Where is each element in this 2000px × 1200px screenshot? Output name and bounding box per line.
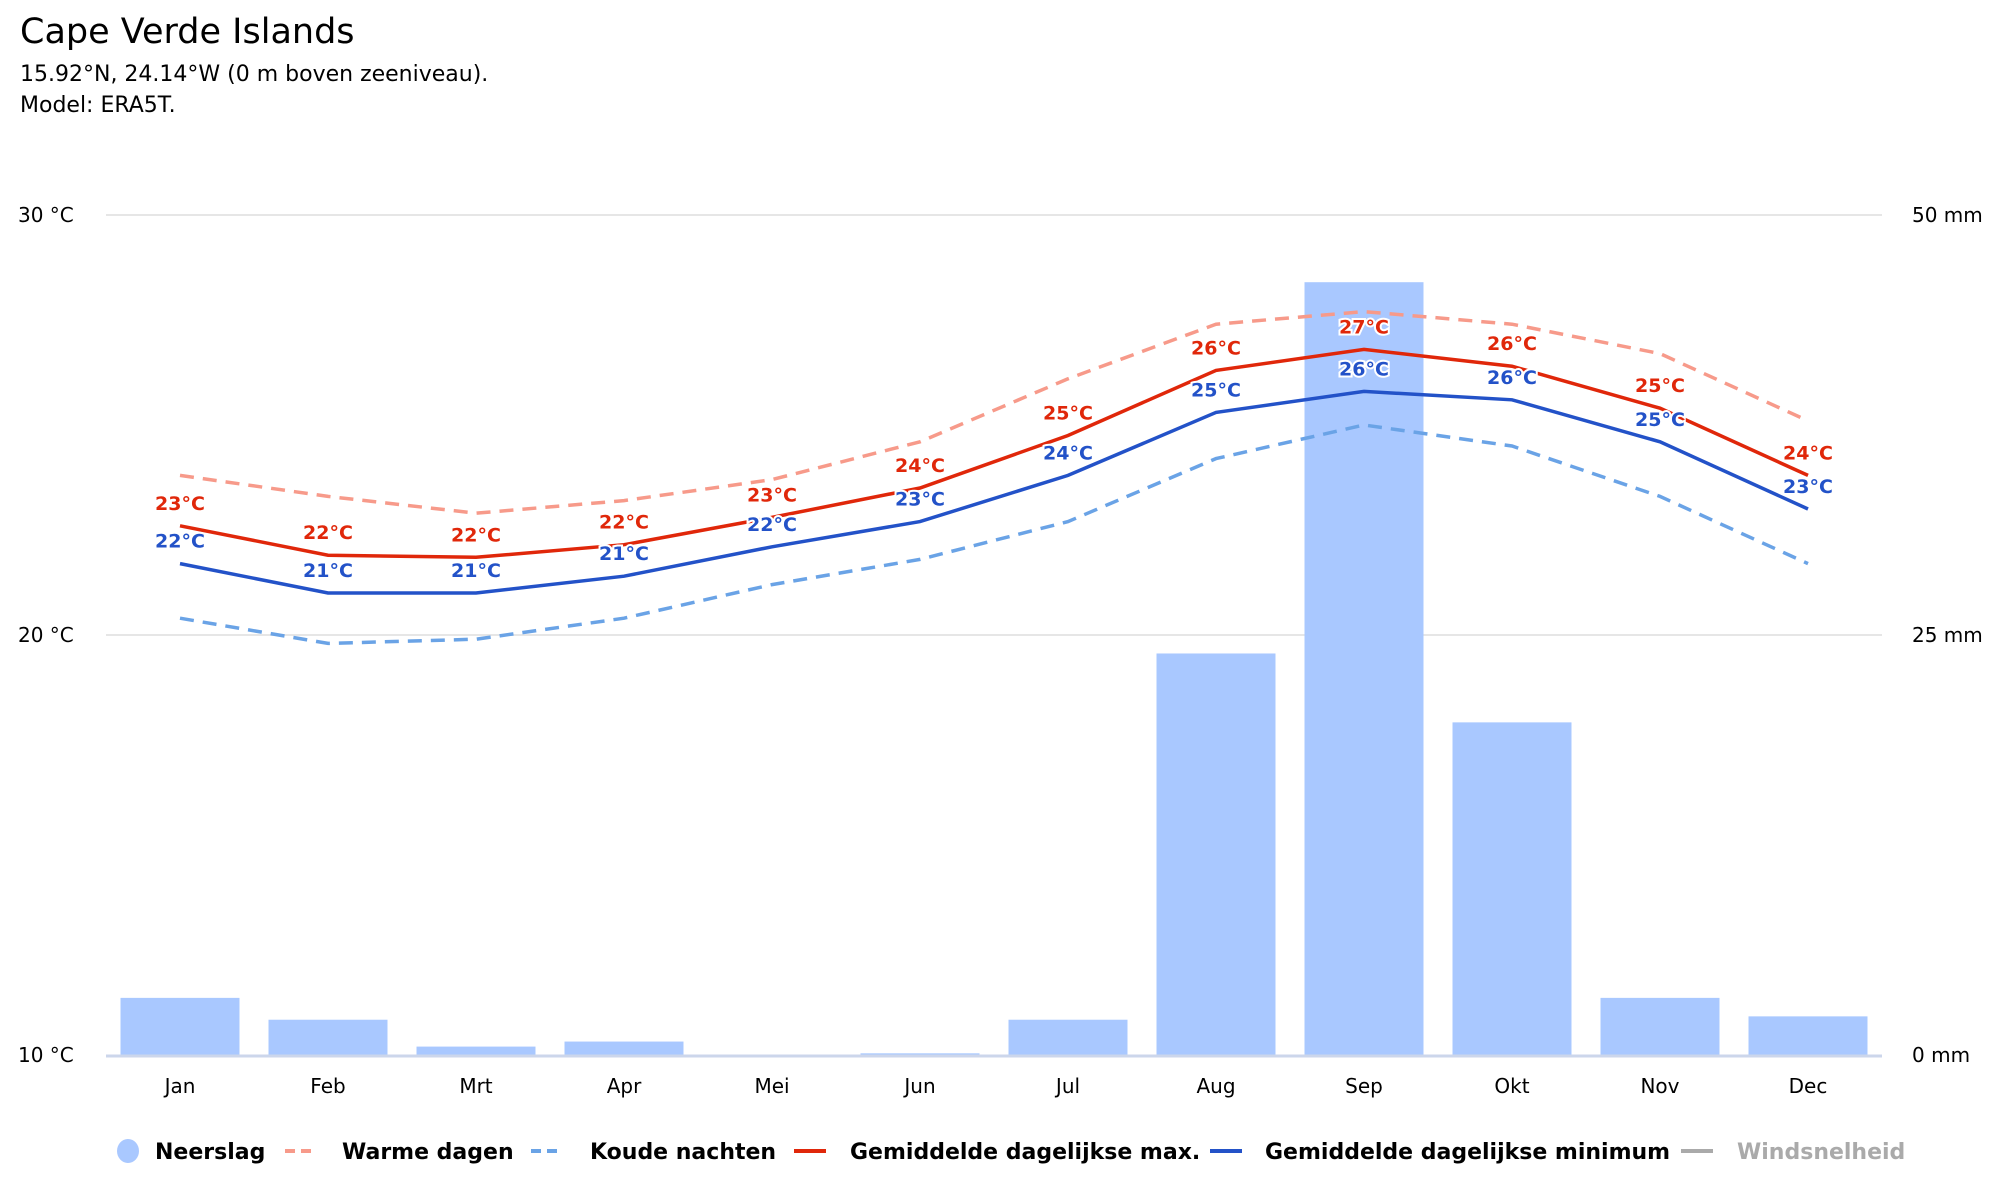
legend-item[interactable]: Koude nachten (590, 1140, 776, 1165)
data-label: 24°C (1043, 442, 1093, 464)
data-label: 23°C (747, 484, 797, 506)
data-label: 22°C (303, 522, 353, 544)
warme-dagen-line (179, 309, 1809, 515)
data-label: 24°C (895, 455, 945, 477)
x-tick-label: Jul (1054, 1074, 1080, 1098)
data-label: 21°C (303, 560, 353, 582)
gemiddelde-dagelijkse-max--line (179, 347, 1809, 560)
x-tick-label: Jun (902, 1074, 935, 1098)
data-label: 25°C (1043, 403, 1093, 425)
data-label: 22°C (451, 524, 501, 546)
data-label: 26°C (1191, 337, 1241, 359)
location-subtitle: 15.92°N, 24.14°W (0 m boven zeeniveau). (20, 62, 489, 87)
precip-bar[interactable] (860, 1053, 980, 1055)
data-label: 24°C (1783, 442, 1833, 464)
model-subtitle: Model: ERA5T. (20, 93, 176, 118)
x-tick-label: Sep (1345, 1074, 1383, 1098)
precip-bar[interactable] (1008, 1019, 1128, 1055)
koude-nachten-line (179, 423, 1809, 646)
legend-marker-icon (117, 1139, 139, 1163)
data-label: 23°C (1783, 476, 1833, 498)
precip-bar[interactable] (1304, 282, 1424, 1055)
legend-item[interactable]: Windsnelheid (1737, 1140, 1905, 1165)
precip-bar[interactable] (120, 997, 240, 1055)
data-label: 25°C (1635, 375, 1685, 397)
data-label: 27°C (1339, 316, 1389, 338)
precip-bar[interactable] (268, 1019, 388, 1055)
data-label: 23°C (895, 489, 945, 511)
data-label: 22°C (747, 514, 797, 536)
y-right-tick-label: 0 mm (1912, 1043, 1970, 1067)
y-right-tick-label: 50 mm (1912, 203, 1983, 227)
precip-bar[interactable] (1452, 722, 1572, 1055)
x-tick-label: Aug (1196, 1074, 1235, 1098)
y-left-tick-label: 20 °C (18, 623, 74, 647)
precip-bar[interactable] (564, 1041, 684, 1055)
x-tick-label: Dec (1789, 1074, 1828, 1098)
data-label: 26°C (1487, 367, 1537, 389)
data-label: 22°C (155, 531, 205, 553)
x-tick-label: Feb (310, 1074, 345, 1098)
x-tick-label: Jan (163, 1074, 196, 1098)
x-tick-label: Okt (1494, 1074, 1529, 1098)
x-tick-label: Nov (1640, 1074, 1679, 1098)
data-label: 21°C (599, 543, 649, 565)
data-label: 26°C (1339, 358, 1389, 380)
legend-item[interactable]: Neerslag (155, 1140, 265, 1165)
x-tick-label: Mrt (459, 1074, 492, 1098)
precip-bar[interactable] (1600, 997, 1720, 1055)
y-left-tick-label: 30 °C (18, 203, 74, 227)
y-left-tick-label: 10 °C (18, 1043, 74, 1067)
legend-item[interactable]: Gemiddelde dagelijkse max. (850, 1140, 1200, 1165)
page-title: Cape Verde Islands (20, 12, 355, 52)
x-tick-label: Mei (754, 1074, 789, 1098)
data-label: 26°C (1487, 333, 1537, 355)
x-tick-label: Apr (607, 1074, 642, 1098)
legend-item[interactable]: Gemiddelde dagelijkse minimum (1265, 1140, 1670, 1165)
precip-bar[interactable] (416, 1046, 536, 1055)
precip-bar[interactable] (1748, 1016, 1868, 1055)
data-label: 23°C (155, 493, 205, 515)
precip-bar[interactable] (1156, 653, 1276, 1055)
data-label: 22°C (599, 512, 649, 534)
data-label: 21°C (451, 560, 501, 582)
data-label: 25°C (1191, 379, 1241, 401)
y-right-tick-label: 25 mm (1912, 623, 1983, 647)
gemiddelde-dagelijkse-minimum-line (179, 389, 1809, 595)
legend-item[interactable]: Warme dagen (342, 1140, 514, 1165)
data-label: 25°C (1635, 409, 1685, 431)
